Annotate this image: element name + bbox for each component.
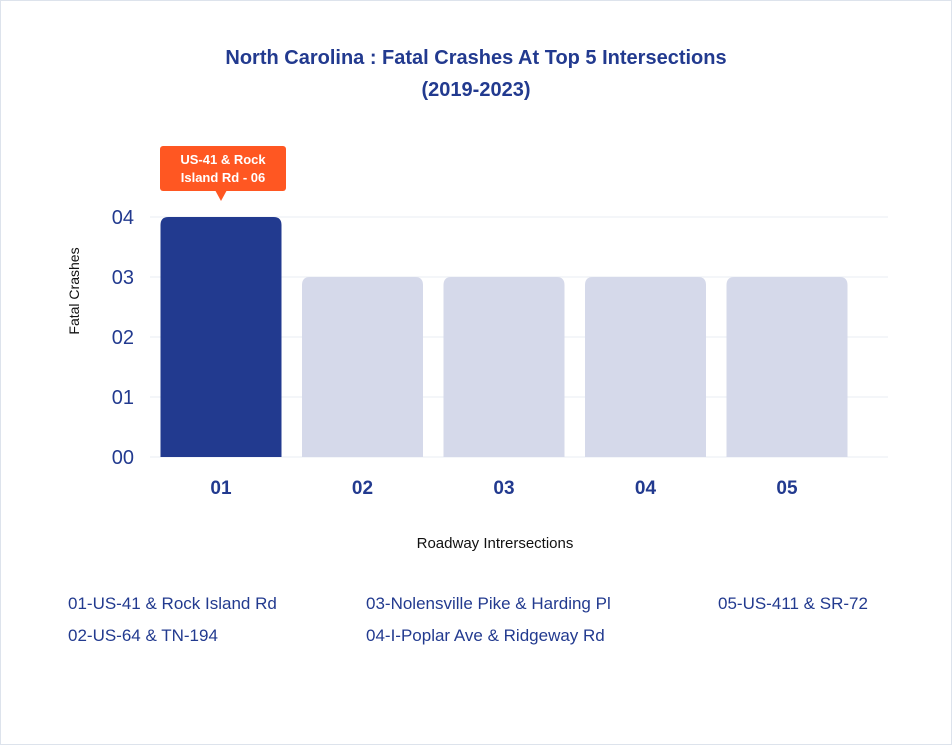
x-tick-label-02: 02 xyxy=(352,478,373,499)
y-tick-label-03: 03 xyxy=(112,267,134,289)
x-tick-label-01: 01 xyxy=(210,478,232,499)
legend-item-04: 04-I-Poplar Ave & Ridgeway Rd xyxy=(366,626,605,645)
bar-01 xyxy=(160,217,282,457)
chart-title: North Carolina : Fatal Crashes At Top 5 … xyxy=(225,47,727,69)
y-tick-label-01: 01 xyxy=(112,387,134,409)
annotation-pointer xyxy=(215,190,227,201)
chart-title-block: North Carolina : Fatal Crashes At Top 5 … xyxy=(0,42,952,106)
y-tick-label-04: 04 xyxy=(112,207,134,229)
bar-04 xyxy=(585,277,706,457)
bar-02 xyxy=(302,277,423,457)
legend-item-02: 02-US-64 & TN-194 xyxy=(68,626,218,645)
y-tick-label-02: 02 xyxy=(112,327,134,349)
annotation-label-line-1: US-41 & Rock xyxy=(180,152,266,167)
y-tick-label-00: 00 xyxy=(112,447,134,469)
x-tick-label-03: 03 xyxy=(493,478,514,499)
annotation-label-line-2: Island Rd - 06 xyxy=(181,170,266,185)
y-axis-label: Fatal Crashes xyxy=(66,247,82,334)
legend-item-05: 05-US-411 & SR-72 xyxy=(718,594,868,613)
x-tick-label-04: 04 xyxy=(635,478,657,499)
x-axis-label: Roadway Intrersections xyxy=(417,535,574,552)
bar-05 xyxy=(726,277,848,457)
legend: 01-US-41 & Rock Island Rd 02-US-64 & TN-… xyxy=(0,590,952,660)
annotation-box xyxy=(160,146,286,191)
legend-item-01: 01-US-41 & Rock Island Rd xyxy=(68,594,277,613)
chart-subtitle: (2019-2023) xyxy=(421,79,531,101)
legend-item-03: 03-Nolensville Pike & Harding Pl xyxy=(366,594,611,613)
x-tick-label-05: 05 xyxy=(776,478,798,499)
bar-03 xyxy=(443,277,565,457)
